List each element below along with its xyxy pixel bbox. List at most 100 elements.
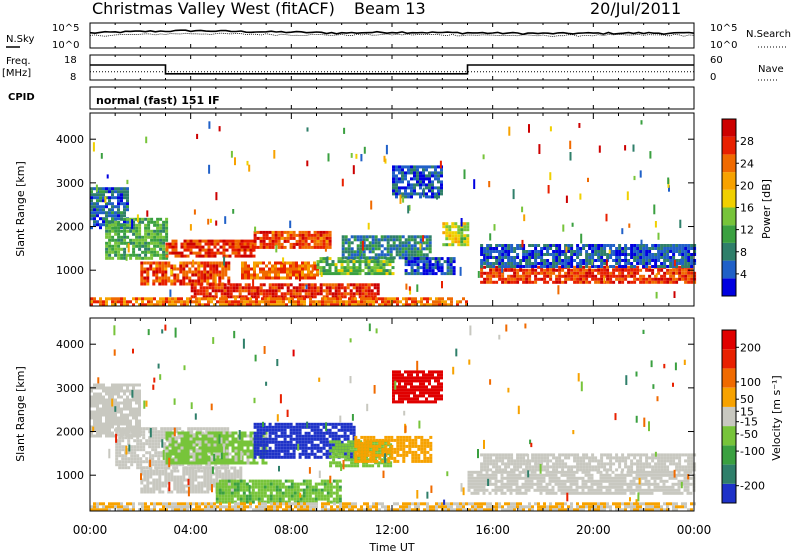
heatmap-cell <box>105 392 108 396</box>
heatmap-cell <box>316 292 320 296</box>
heatmap-cell <box>304 242 308 246</box>
heatmap-cell <box>211 283 215 287</box>
heatmap-cell <box>498 250 502 253</box>
heatmap-cell <box>693 244 697 247</box>
heatmap-cell <box>338 485 342 489</box>
heatmap-cell <box>139 442 143 446</box>
heatmap-cell <box>435 297 438 301</box>
heatmap-cell <box>238 289 242 293</box>
heatmap-cell <box>90 202 93 206</box>
heatmap-cell <box>200 490 204 494</box>
heatmap-cell <box>225 461 229 465</box>
heatmap-cell <box>377 247 381 251</box>
heatmap-cell <box>480 259 484 262</box>
heatmap-cell <box>304 245 308 249</box>
heatmap-cell <box>142 466 146 470</box>
heatmap-cell <box>666 250 670 253</box>
heatmap-cell <box>203 261 207 265</box>
heatmap-cell <box>362 250 366 254</box>
heatmap-cell <box>314 494 318 498</box>
heatmap-cell <box>227 469 231 473</box>
heatmap-cell <box>275 482 279 486</box>
heatmap-cell <box>231 461 235 465</box>
heatmap-cell <box>312 303 315 307</box>
heatmap-cell <box>117 383 120 387</box>
heatmap-cell <box>236 488 240 492</box>
heatmap-cell <box>150 217 154 221</box>
heatmap-cell <box>293 500 297 504</box>
heatmap-cell <box>146 478 150 482</box>
heatmap-cell <box>196 463 200 467</box>
heatmap-cell <box>168 440 172 444</box>
heatmap-cell <box>164 270 168 274</box>
heatmap-cell <box>165 254 169 258</box>
heatmap-cell <box>314 482 318 486</box>
heatmap-cell <box>624 259 628 262</box>
heatmap-cell <box>298 422 302 426</box>
heatmap-cell <box>363 297 366 301</box>
heatmap-cell <box>454 225 458 229</box>
heatmap-cell <box>368 241 372 245</box>
heatmap-cell <box>328 283 332 287</box>
heatmap-cell <box>609 253 613 256</box>
heatmap-cell <box>352 283 356 287</box>
heatmap-cell <box>440 168 443 172</box>
heatmap-cell <box>230 494 234 498</box>
heatmap-cell <box>442 231 446 235</box>
heatmap-cell <box>271 289 275 293</box>
heatmap-cell <box>201 440 205 444</box>
heatmap-cell <box>289 233 293 237</box>
heatmap-cell <box>194 469 198 473</box>
heatmap-cell <box>261 297 264 301</box>
heatmap-cell <box>428 189 431 193</box>
heatmap-cell <box>259 236 263 240</box>
heatmap-cell <box>295 440 299 444</box>
heatmap-cell <box>277 286 281 290</box>
heatmap-cell <box>597 277 601 281</box>
heatmap-cell <box>195 245 199 249</box>
heatmap-cell <box>105 410 108 414</box>
heatmap-cell <box>537 250 541 253</box>
heatmap-cell <box>164 484 168 488</box>
heatmap-cell <box>180 458 184 462</box>
heatmap-cell <box>606 256 610 259</box>
heatmap-cell <box>633 280 637 284</box>
heatmap-cell <box>392 177 395 181</box>
heatmap-cell <box>462 297 465 301</box>
heatmap-cell <box>138 217 142 221</box>
heatmap-cell <box>226 289 230 293</box>
heatmap-cell <box>130 454 134 458</box>
heatmap-cell <box>495 265 499 269</box>
heatmap-cell <box>367 272 371 276</box>
heatmap-cell <box>146 475 150 479</box>
heatmap-cell <box>182 484 186 488</box>
heatmap-cell <box>102 428 105 432</box>
heatmap-cell <box>140 481 144 485</box>
heatmap-cell <box>274 449 278 453</box>
heatmap-cell <box>452 260 456 264</box>
heatmap-cell <box>307 236 311 240</box>
heatmap-cell <box>389 250 393 254</box>
heatmap-cell <box>161 267 165 271</box>
heatmap-cell <box>164 469 168 473</box>
heatmap-cell <box>322 434 326 438</box>
heatmap-cell <box>221 267 225 271</box>
heatmap-cell <box>327 297 330 301</box>
heatmap-cell <box>636 259 640 262</box>
heatmap-cell <box>413 257 417 261</box>
heatmap-cell <box>117 229 121 233</box>
heatmap-cell <box>663 271 667 275</box>
heatmap-cell <box>301 443 305 447</box>
heatmap-cell <box>237 449 241 453</box>
heatmap-cell <box>416 177 419 181</box>
heatmap-cell <box>253 455 257 459</box>
heatmap-cell <box>226 292 230 296</box>
heatmap-cell <box>316 242 320 246</box>
heatmap-cell <box>329 488 333 492</box>
heatmap-cell <box>426 300 429 304</box>
heatmap-cell <box>570 262 574 265</box>
heatmap-cell <box>156 235 160 239</box>
heatmap-cell <box>227 261 231 265</box>
heatmap-cell <box>407 250 411 254</box>
